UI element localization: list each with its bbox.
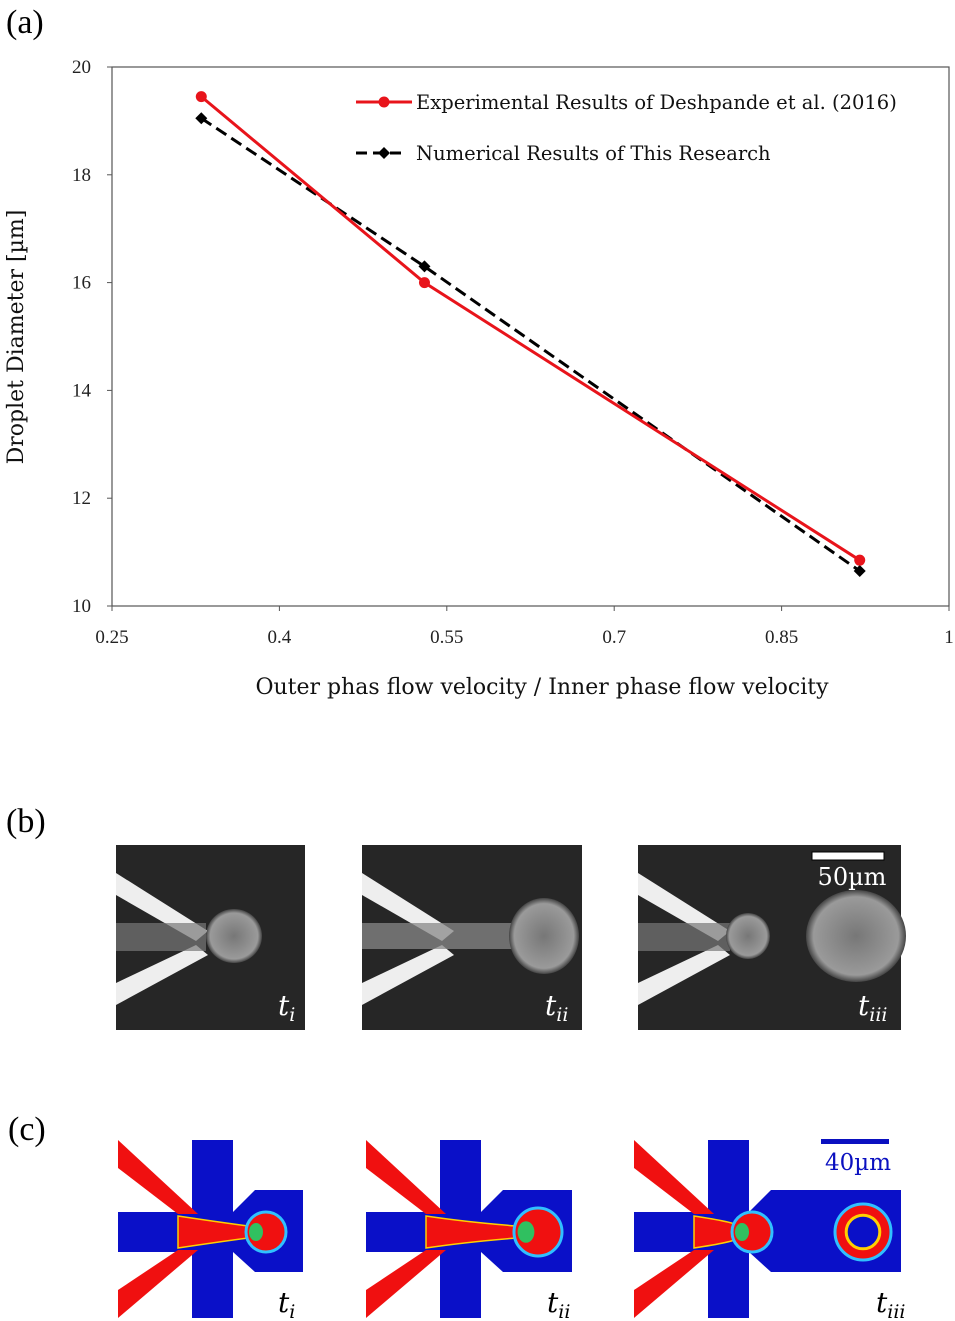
micrograph-tiii: 50µm tiii (638, 845, 906, 1030)
series-line-numerical (200, 116, 861, 573)
time-label: ti (278, 1286, 295, 1321)
legend-marker-diamond (378, 147, 390, 159)
panel-label-b: (b) (6, 803, 46, 840)
y-axis-label: Droplet Diameter [µm] (4, 210, 29, 465)
y-tick-label: 14 (72, 380, 92, 401)
legend-label-experimental: Experimental Results of Deshpande et al.… (416, 91, 897, 114)
panel-label-a: (a) (6, 4, 44, 41)
legend-label-numerical: Numerical Results of This Research (416, 142, 771, 165)
simulation-panel-ti: ti (118, 1140, 303, 1321)
chart-a: 0.25 0.4 0.55 0.7 0.85 1 10 12 14 16 18 20 Outer ph… (4, 57, 954, 700)
time-label: tii (547, 1286, 570, 1321)
legend: Experimental Results of Deshpande et al.… (356, 91, 897, 165)
series-line-experimental (200, 95, 861, 562)
x-tick-label: 1 (944, 627, 954, 648)
micrograph-tii: tii (362, 845, 582, 1030)
data-point-experimental (195, 91, 207, 103)
time-label: tiii (876, 1286, 906, 1321)
y-tick-label: 18 (72, 165, 91, 186)
time-label-tii: tii (545, 989, 568, 1026)
data-point-numerical (195, 112, 208, 125)
data-point-experimental (854, 554, 866, 566)
simulation-panel-tii: tii (366, 1140, 572, 1321)
y-tick-label: 10 (72, 596, 91, 617)
y-tick-label: 16 (72, 273, 91, 294)
legend-marker-circle (378, 96, 390, 108)
scale-bar-b (811, 851, 885, 861)
time-label-tiii: tiii (858, 989, 888, 1026)
time-label-ti: ti (278, 989, 295, 1026)
plot-frame (111, 66, 950, 607)
data-point-numerical (853, 564, 866, 577)
panel-label-c: (c) (8, 1111, 46, 1148)
x-axis-label: Outer phas flow velocity / Inner phase f… (255, 675, 829, 700)
micrograph-ti: ti (116, 845, 305, 1030)
scale-label-c: 40µm (825, 1150, 891, 1176)
data-point-numerical (418, 260, 431, 273)
y-tick-label: 20 (72, 57, 91, 78)
x-tick-label: 0.25 (95, 627, 128, 648)
simulation-panel-tiii: tiii (634, 1140, 906, 1321)
scale-label-b: 50µm (818, 863, 887, 891)
data-point-experimental (418, 277, 430, 289)
y-tick-label: 12 (72, 488, 91, 509)
x-tick-label: 0.7 (602, 627, 626, 648)
x-tick-label: 0.85 (765, 627, 798, 648)
x-tick-label: 0.55 (430, 627, 463, 648)
scale-bar-c (821, 1139, 889, 1144)
x-tick-label: 0.4 (268, 627, 292, 648)
